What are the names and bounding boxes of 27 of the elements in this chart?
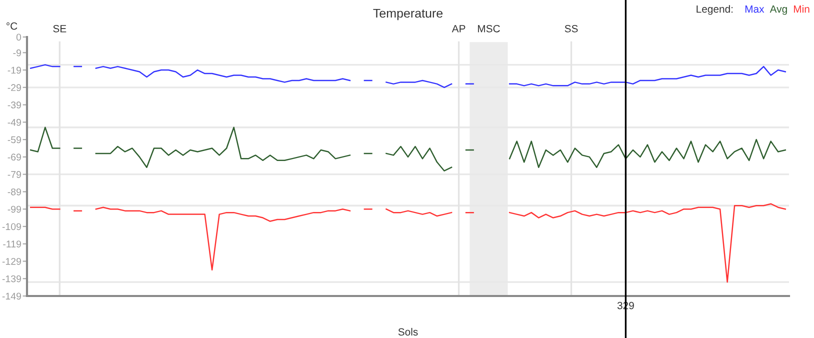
chart-title: Temperature — [373, 8, 443, 20]
y-tick-label: -49 — [8, 118, 21, 126]
text: AP — [452, 25, 466, 32]
text: Avg — [770, 5, 787, 15]
y-tick-label: -139 — [2, 275, 21, 282]
y-tick-label: -9 — [13, 49, 21, 56]
text: MSC — [478, 24, 500, 32]
y-tick-label: -119 — [3, 240, 21, 248]
y-tick-label: -59 — [8, 136, 21, 144]
y-tick-label: -39 — [8, 102, 21, 108]
text: Min — [794, 5, 810, 13]
y-tick-label: -149 — [2, 292, 21, 300]
y-tick-label: -79 — [8, 171, 21, 178]
y-tick-label: -129 — [2, 258, 21, 265]
y-tick-label: -29 — [8, 84, 21, 92]
y-axis-title: °C — [6, 22, 18, 30]
y-tick-label: -109 — [2, 223, 21, 230]
legend-title: Legend: — [696, 5, 733, 15]
text: Max — [745, 5, 764, 13]
y-tick-label: -69 — [8, 154, 21, 161]
text: SE — [53, 24, 66, 32]
text: SS — [564, 24, 578, 32]
y-tick-label: -89 — [8, 188, 21, 196]
y-tick-label: -99 — [8, 206, 21, 213]
y-tick-label: -19 — [8, 66, 21, 74]
x-axis-title: Sols — [398, 328, 418, 336]
y-tick-label: 0 — [16, 34, 22, 41]
